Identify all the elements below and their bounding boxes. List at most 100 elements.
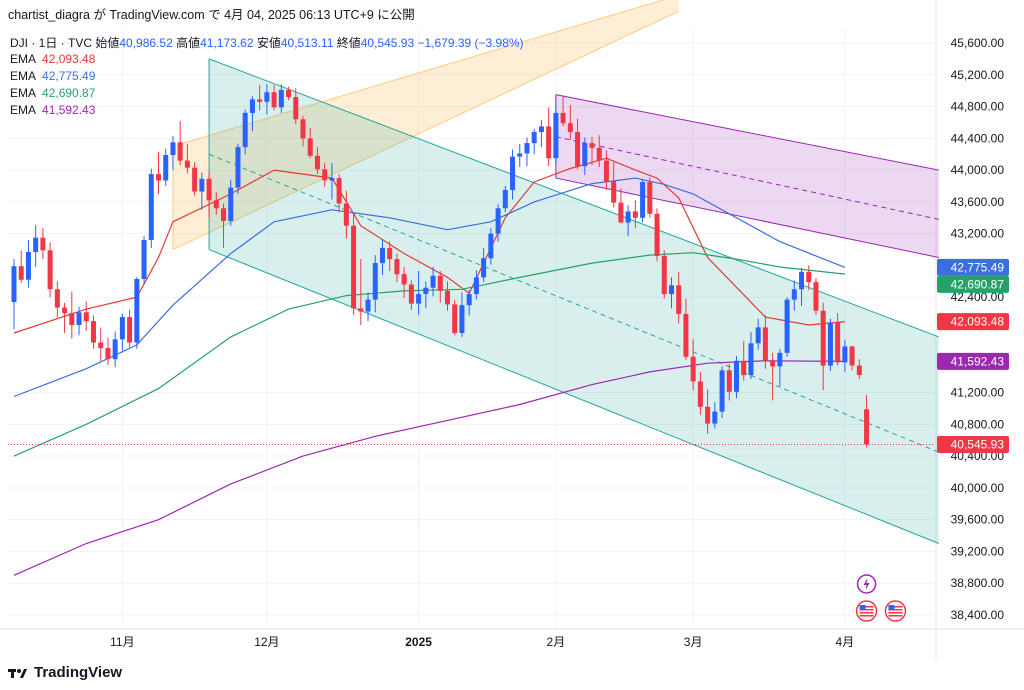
candle-body <box>603 160 609 182</box>
candle-body <box>156 174 161 181</box>
candle-body <box>459 305 465 333</box>
candle-body <box>445 290 450 305</box>
us-flag-canton <box>859 605 866 611</box>
candle-body <box>416 294 422 304</box>
ema-value: 42,775.49 <box>42 69 96 83</box>
candle-body <box>170 142 176 156</box>
candle-body <box>481 258 487 278</box>
us-flag-canton <box>888 605 895 611</box>
candle-body <box>784 299 790 353</box>
candle-body <box>517 153 523 157</box>
price-tag-text: 42,775.49 <box>951 260 1005 274</box>
candle-body <box>473 277 479 295</box>
candle-body <box>286 89 292 98</box>
price-tick-label: 44,400.00 <box>951 131 1005 145</box>
candle-body <box>11 266 17 302</box>
candle-body <box>47 250 53 290</box>
candle-body <box>748 343 754 376</box>
candle-body <box>62 307 68 314</box>
ema-legend-row[interactable]: EMA 42,093.48 <box>10 52 95 66</box>
candle-body <box>719 370 725 412</box>
us-flag-stripe <box>859 615 874 617</box>
time-axis[interactable]: 11月 12月 2025 2月 3月 4月 <box>110 635 854 649</box>
ema-label: EMA <box>10 52 37 66</box>
candle-body <box>365 299 371 312</box>
candle-body <box>90 321 96 343</box>
candle-body <box>25 251 31 280</box>
candle-body <box>495 208 501 234</box>
candle-body <box>119 317 125 340</box>
candle-body <box>314 155 320 170</box>
price-tick-label: 42,400.00 <box>951 290 1005 304</box>
price-tick-label: 38,400.00 <box>951 608 1005 622</box>
candle-body <box>235 147 241 188</box>
price-tag-box <box>937 313 1009 331</box>
price-tags: 42,775.49 42,690.87 42,093.48 41,592.43 40,5… <box>937 258 1009 454</box>
candle-body <box>141 240 147 279</box>
candle-body <box>538 126 544 132</box>
ema-legend-row[interactable]: EMA 42,775.49 <box>10 69 95 83</box>
candle-body <box>329 178 335 181</box>
candle-body <box>502 189 508 209</box>
ohlc-legend[interactable]: DJI · 1日 · TVC 始値40,986.52 高値41,173.62 安… <box>10 34 524 51</box>
candle-body <box>625 211 631 223</box>
candle-body <box>249 99 255 113</box>
candle-body <box>452 304 458 333</box>
candle-body <box>582 143 588 167</box>
candle-body <box>105 348 111 360</box>
ema-legend-row[interactable]: EMA 42,690.87 <box>10 86 95 100</box>
us-flag-stripe <box>859 609 874 611</box>
candle-body <box>524 143 530 154</box>
time-tick-label: 4月 <box>836 635 855 649</box>
candle-body <box>408 284 414 304</box>
low-value: 40,513.11 <box>280 36 334 50</box>
time-tick-label: 12月 <box>254 635 279 649</box>
symbol-label[interactable]: DJI · 1日 · TVC <box>10 36 93 50</box>
candle-body <box>54 289 60 308</box>
open-value: 40,986.52 <box>119 36 173 50</box>
purple-channel-median <box>555 136 939 220</box>
price-tick-label: 40,800.00 <box>951 417 1005 431</box>
trend-channels <box>172 0 939 544</box>
price-tick-label: 43,200.00 <box>951 227 1005 241</box>
candle-body <box>618 202 624 223</box>
green-channel-fill <box>209 58 939 544</box>
us-flag-stripe <box>859 606 874 608</box>
price-tick-label: 39,200.00 <box>951 544 1005 558</box>
close-label: 終値 <box>336 36 361 50</box>
candle-body <box>654 213 660 256</box>
tradingview-footer[interactable]: TradingView <box>8 664 122 681</box>
candle-body <box>112 339 118 360</box>
candle-body <box>683 313 689 357</box>
green-channel-lower <box>208 249 939 544</box>
candle-body <box>322 169 328 181</box>
candle-body <box>401 274 407 285</box>
orange-channel-upper <box>172 0 665 147</box>
candle-body <box>351 225 357 309</box>
candle-body <box>791 289 797 300</box>
candle-body <box>553 112 559 159</box>
price-tick-label: 45,200.00 <box>951 68 1005 82</box>
ema-legend-row[interactable]: EMA 41,592.43 <box>10 103 95 117</box>
event-markers[interactable] <box>855 574 907 622</box>
open-label: 始値 <box>95 36 120 50</box>
us-flag-stripe <box>859 612 874 614</box>
time-tick-label: 2月 <box>547 635 566 649</box>
close-value: 40,545.93 <box>360 36 415 50</box>
candle-body <box>835 322 841 363</box>
candle-body <box>271 92 277 108</box>
price-axis[interactable]: 45,600.00 45,200.00 44,800.00 44,400.00 44,0… <box>951 36 1005 622</box>
price-tick-label: 44,800.00 <box>951 100 1005 114</box>
candle-body <box>430 275 436 288</box>
price-tick-label: 39,600.00 <box>951 513 1005 527</box>
candle-body <box>813 282 819 311</box>
candle-body <box>827 322 833 366</box>
low-label: 安値 <box>256 36 281 50</box>
ema-line <box>13 177 846 398</box>
orange-channel-lower <box>172 10 679 251</box>
candle-body <box>358 308 364 312</box>
price-tag-box <box>937 352 1009 370</box>
candlesticks <box>11 84 870 448</box>
us-flag-icon <box>884 600 907 622</box>
